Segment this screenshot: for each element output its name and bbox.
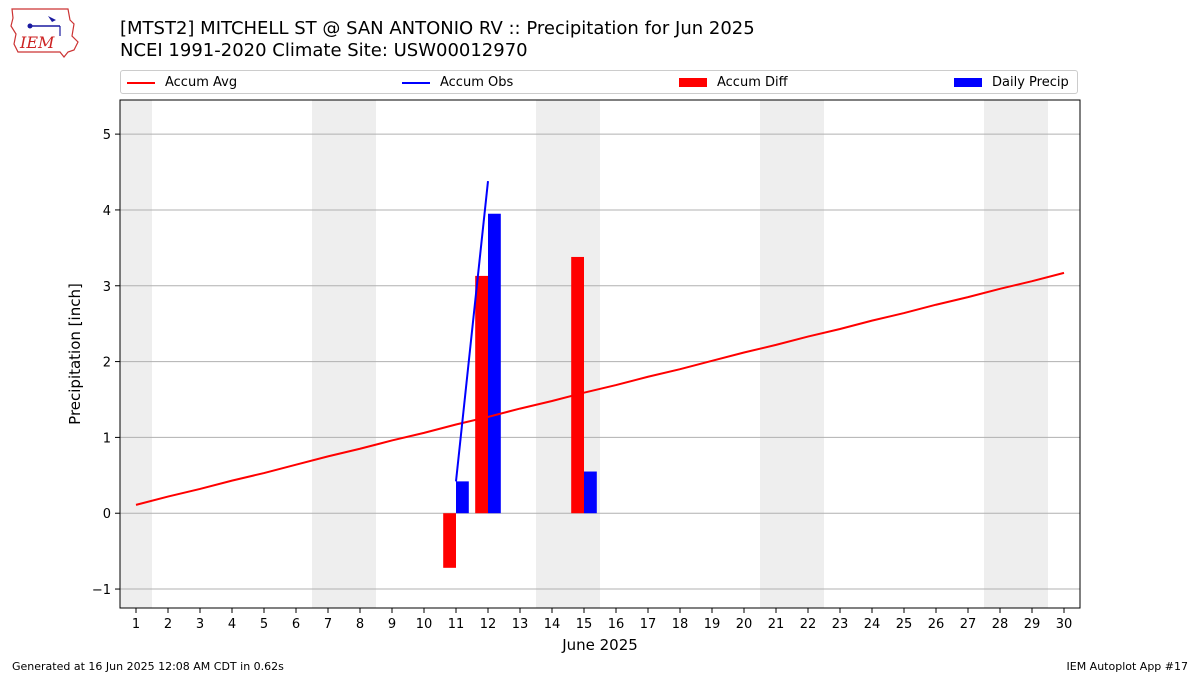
x-tick-label: 7 (324, 617, 332, 632)
accum-obs-line (455, 181, 489, 482)
y-tick-label: 1 (103, 431, 111, 446)
x-tick-label: 10 (416, 617, 433, 632)
x-tick-label: 29 (1024, 617, 1041, 632)
accum-diff-bar (571, 256, 584, 514)
legend-label-accum-obs: Accum Obs (440, 75, 514, 90)
daily-precip-bar (584, 471, 597, 514)
accum-diff-bar (475, 275, 488, 514)
y-tick-label: 3 (103, 280, 111, 295)
x-tick-label: 22 (800, 617, 817, 632)
y-tick-label: 2 (103, 356, 111, 371)
x-tick-label: 26 (928, 617, 945, 632)
x-axis-label: June 2025 (561, 636, 638, 654)
weekend-shade (120, 100, 152, 608)
x-tick-label: 6 (292, 617, 300, 632)
x-tick-label: 30 (1056, 617, 1073, 632)
x-tick-label: 18 (672, 617, 689, 632)
y-tick-label: 4 (103, 204, 111, 219)
legend-item-accum-obs: Accum Obs (402, 74, 513, 92)
x-tick-label: 15 (576, 617, 593, 632)
footer-app-text: IEM Autoplot App #17 (1066, 660, 1189, 673)
iem-logo: IEM (10, 8, 79, 58)
x-tick-label: 13 (512, 617, 529, 632)
y-axis-label: Precipitation [inch] (66, 283, 84, 425)
weekend-shade (760, 100, 792, 608)
x-tick-label: 21 (768, 617, 785, 632)
x-tick-label: 19 (704, 617, 721, 632)
legend-label-daily-precip: Daily Precip (992, 75, 1069, 90)
daily-precip-bar (488, 213, 501, 514)
accum-avg-line (135, 271, 1065, 506)
weekend-shade (984, 100, 1016, 608)
footer-generated-text: Generated at 16 Jun 2025 12:08 AM CDT in… (12, 660, 284, 673)
weekend-shade (312, 100, 344, 608)
logo-text: IEM (19, 33, 55, 52)
plot-frame (119, 99, 1081, 609)
x-tick-label: 28 (992, 617, 1009, 632)
x-tick-label: 8 (356, 617, 364, 632)
x-tick-label: 4 (228, 617, 236, 632)
legend-swatch-accum-diff (679, 78, 707, 87)
x-tick-label: 20 (736, 617, 753, 632)
weekend-shade (1016, 100, 1048, 608)
legend-label-accum-avg: Accum Avg (165, 75, 238, 90)
legend-item-daily-precip: Daily Precip (954, 74, 1069, 92)
legend-label-accum-diff: Accum Diff (717, 75, 788, 90)
x-tick-label: 3 (196, 617, 204, 632)
legend-swatch-daily-precip (954, 78, 982, 87)
legend-item-accum-avg: Accum Avg (127, 74, 237, 92)
weekend-shade (792, 100, 824, 608)
x-tick-label: 5 (260, 617, 268, 632)
x-tick-label: 17 (640, 617, 657, 632)
x-tick-label: 25 (896, 617, 913, 632)
x-tick-label: 27 (960, 617, 977, 632)
legend-item-accum-diff: Accum Diff (679, 74, 788, 92)
x-tick-label: 23 (832, 617, 849, 632)
x-tick-label: 14 (544, 617, 561, 632)
weekend-shade (344, 100, 376, 608)
x-tick-label: 12 (480, 617, 497, 632)
legend-swatch-accum-obs (402, 81, 430, 84)
daily-precip-bar (456, 481, 469, 514)
x-tick-label: 9 (388, 617, 396, 632)
weekend-shade (536, 100, 568, 608)
y-tick-label: 5 (103, 128, 111, 143)
accum-diff-bar (443, 513, 456, 568)
y-tick-label: −1 (92, 583, 111, 598)
legend-swatch-accum-avg (127, 81, 155, 84)
x-tick-label: 24 (864, 617, 881, 632)
x-tick-label: 11 (448, 617, 465, 632)
chart-subtitle: NCEI 1991-2020 Climate Site: USW00012970 (120, 40, 528, 61)
chart-title: [MTST2] MITCHELL ST @ SAN ANTONIO RV :: … (120, 18, 755, 39)
legend: Accum Avg Accum Obs Accum Diff Daily Pre… (120, 70, 1078, 94)
x-tick-label: 2 (164, 617, 172, 632)
y-tick-label: 0 (103, 507, 111, 522)
x-tick-label: 1 (132, 617, 140, 632)
x-tick-label: 16 (608, 617, 625, 632)
